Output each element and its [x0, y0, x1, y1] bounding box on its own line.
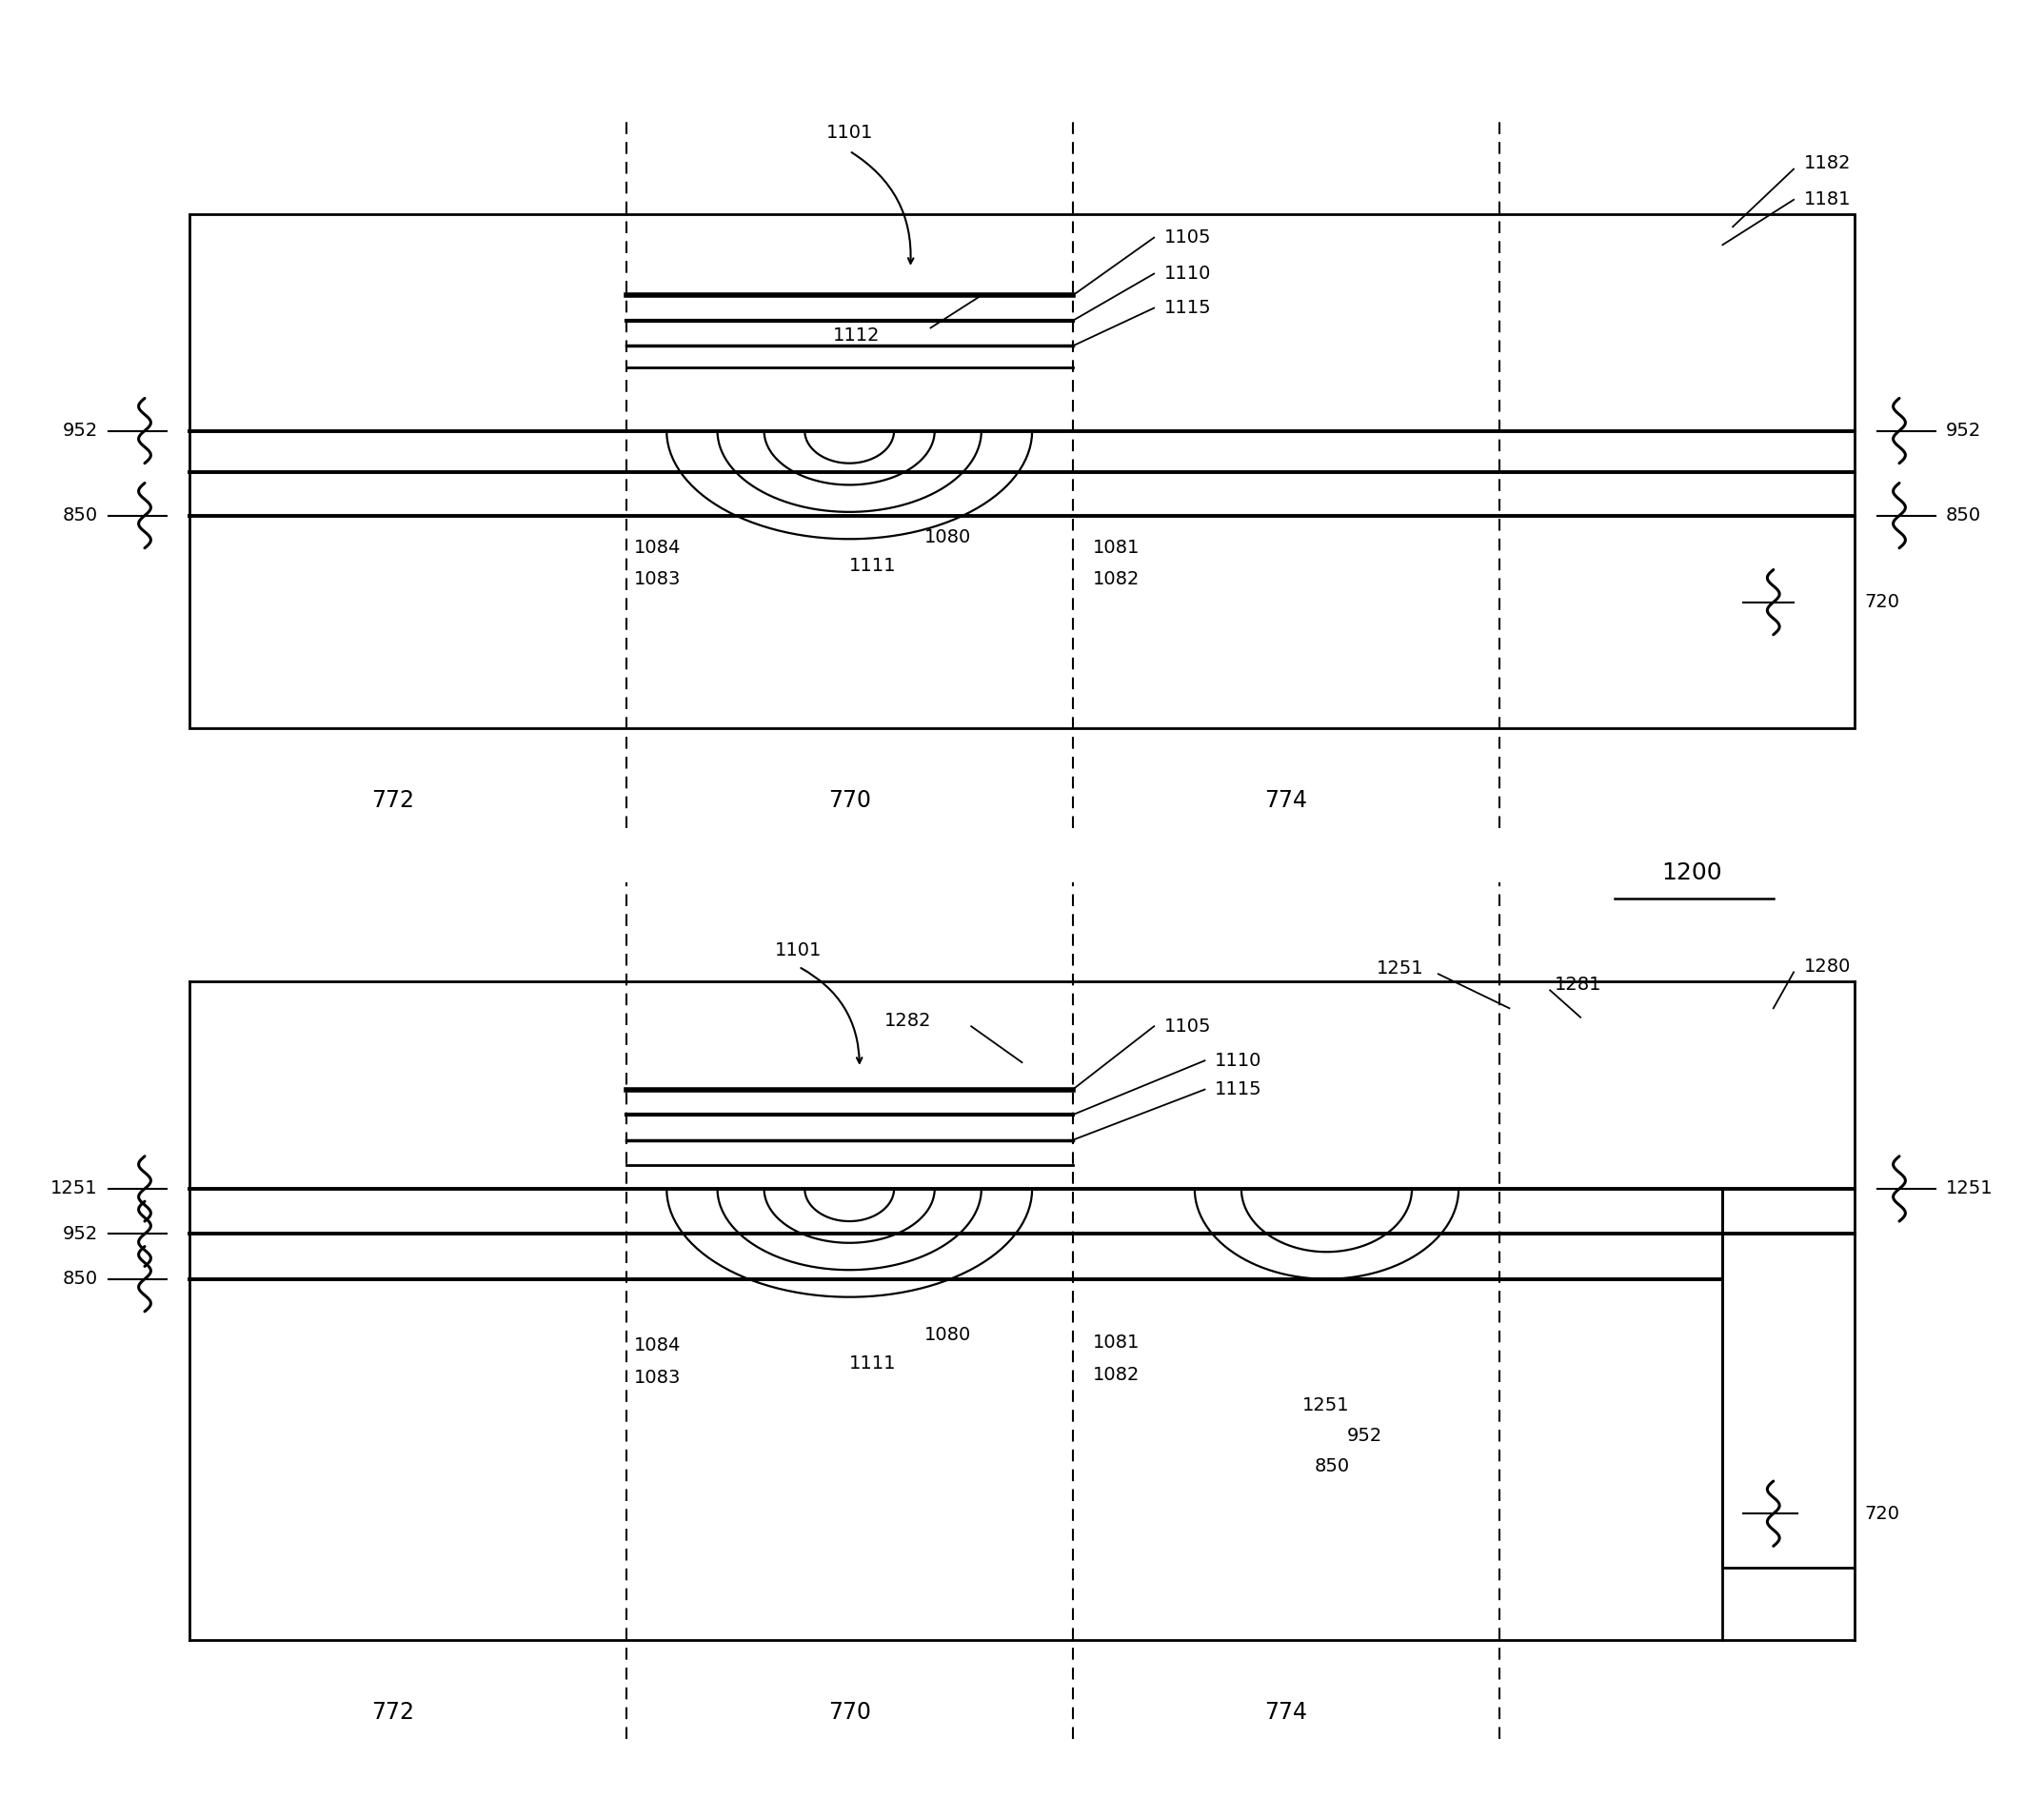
- Text: 720: 720: [1864, 1505, 1901, 1523]
- Text: 1115: 1115: [1165, 298, 1212, 316]
- Text: 850: 850: [63, 1271, 98, 1287]
- Text: 1110: 1110: [1165, 265, 1212, 284]
- Text: 1101: 1101: [775, 942, 822, 960]
- Text: 772: 772: [372, 1700, 413, 1723]
- Text: 1080: 1080: [924, 529, 971, 545]
- Text: 1105: 1105: [1165, 1018, 1212, 1036]
- Text: 850: 850: [1946, 507, 1981, 525]
- Text: 1280: 1280: [1805, 958, 1852, 976]
- Text: 1084: 1084: [634, 1336, 681, 1354]
- Text: 850: 850: [1314, 1458, 1349, 1476]
- Text: 1251: 1251: [1302, 1396, 1349, 1414]
- Text: 1181: 1181: [1805, 191, 1852, 209]
- Text: 1112: 1112: [832, 325, 879, 344]
- Text: 1111: 1111: [850, 1354, 897, 1373]
- Text: 770: 770: [828, 789, 871, 813]
- Text: 720: 720: [1864, 593, 1901, 611]
- Text: 1111: 1111: [850, 556, 897, 574]
- Text: 1081: 1081: [1094, 538, 1141, 556]
- Text: 1115: 1115: [1214, 1080, 1261, 1098]
- Text: 1101: 1101: [826, 124, 873, 142]
- Text: 1084: 1084: [634, 538, 681, 556]
- Text: 952: 952: [63, 422, 98, 440]
- Text: 1251: 1251: [1946, 1180, 1993, 1198]
- Text: 1110: 1110: [1214, 1051, 1261, 1069]
- Text: 1182: 1182: [1805, 155, 1852, 173]
- Text: 1282: 1282: [883, 1013, 930, 1031]
- Text: 952: 952: [1347, 1427, 1382, 1445]
- Text: 1083: 1083: [634, 569, 681, 587]
- Text: 1082: 1082: [1094, 1365, 1141, 1383]
- Text: 774: 774: [1265, 789, 1308, 813]
- Text: 1081: 1081: [1094, 1333, 1141, 1351]
- Text: 952: 952: [63, 1225, 98, 1244]
- Text: 1105: 1105: [1165, 229, 1212, 247]
- Text: 772: 772: [372, 789, 413, 813]
- Text: 1251: 1251: [51, 1180, 98, 1198]
- Text: 1251: 1251: [1378, 960, 1425, 978]
- Text: 1080: 1080: [924, 1325, 971, 1344]
- Text: 774: 774: [1265, 1700, 1308, 1723]
- Text: 1083: 1083: [634, 1369, 681, 1387]
- Text: 1082: 1082: [1094, 569, 1141, 587]
- Text: 1200: 1200: [1662, 862, 1723, 884]
- Text: 952: 952: [1946, 422, 1981, 440]
- Bar: [190, 215, 1854, 729]
- Text: 1281: 1281: [1553, 976, 1600, 994]
- Text: 770: 770: [828, 1700, 871, 1723]
- Text: 850: 850: [63, 507, 98, 525]
